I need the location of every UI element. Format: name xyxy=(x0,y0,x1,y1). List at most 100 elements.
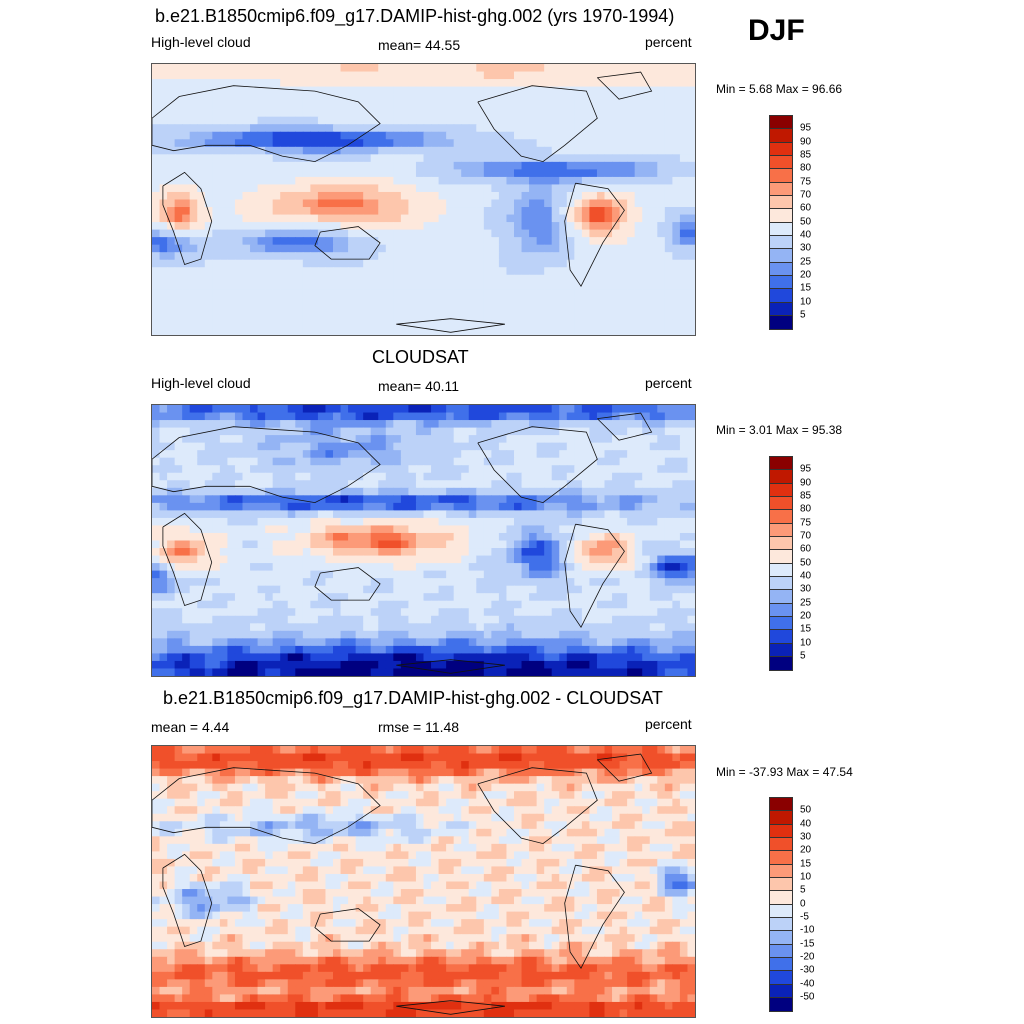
field-cell xyxy=(687,457,695,466)
field-cell xyxy=(672,420,681,429)
panel-1-title: b.e21.B1850cmip6.f09_g17.DAMIP-hist-ghg.… xyxy=(155,6,675,26)
field-cell xyxy=(529,229,538,238)
field-cell xyxy=(219,502,229,511)
field-cell xyxy=(476,563,485,572)
field-cell xyxy=(566,274,575,283)
field-cell xyxy=(287,600,296,609)
field-cell xyxy=(589,600,598,609)
field-cell xyxy=(340,465,349,474)
field-cell xyxy=(476,199,485,208)
panel-2-contour-field xyxy=(152,405,695,676)
field-cell xyxy=(498,540,508,549)
field-cell xyxy=(604,259,613,268)
field-cell xyxy=(340,131,349,140)
field-cell xyxy=(408,405,417,414)
field-cell xyxy=(574,146,583,155)
field-cell xyxy=(453,109,462,118)
field-cell xyxy=(265,327,274,335)
field-cell xyxy=(265,645,274,655)
field-cell xyxy=(280,259,289,268)
field-cell xyxy=(529,297,538,306)
field-cell xyxy=(408,517,417,527)
field-cell xyxy=(687,214,695,223)
field-cell xyxy=(348,525,357,534)
field-cell xyxy=(348,435,357,444)
field-cell xyxy=(219,154,229,163)
field-cell xyxy=(664,457,673,466)
field-cell xyxy=(634,146,643,155)
field-cell xyxy=(400,327,410,335)
field-cell xyxy=(634,502,643,511)
field-cell xyxy=(257,86,266,95)
field-cell xyxy=(491,259,500,268)
field-cell xyxy=(642,615,651,624)
field-cell xyxy=(393,465,402,474)
field-cell xyxy=(408,124,417,133)
field-cell xyxy=(280,282,289,291)
field-cell xyxy=(431,229,440,238)
field-cell xyxy=(498,630,508,639)
field-cell xyxy=(446,585,455,594)
field-cell xyxy=(634,116,643,125)
field-cell xyxy=(612,154,621,163)
field-cell xyxy=(189,274,198,283)
field-cell xyxy=(348,312,357,321)
field-cell xyxy=(400,101,410,110)
field-cell xyxy=(619,555,628,564)
field-cell xyxy=(649,615,658,624)
field-cell xyxy=(212,608,221,617)
field-cell xyxy=(521,222,530,231)
field-cell xyxy=(385,465,394,474)
field-cell xyxy=(348,563,357,572)
field-cell xyxy=(408,191,417,201)
field-cell xyxy=(370,585,379,594)
field-cell xyxy=(438,79,447,88)
field-cell xyxy=(378,420,387,429)
field-cell xyxy=(257,116,266,125)
field-cell xyxy=(423,154,432,163)
field-cell xyxy=(431,487,440,496)
field-cell xyxy=(483,327,492,335)
field-cell xyxy=(468,161,477,170)
field-cell xyxy=(453,64,462,73)
field-cell xyxy=(483,207,492,216)
field-cell xyxy=(325,487,334,496)
field-cell xyxy=(559,207,568,216)
field-cell xyxy=(672,259,681,268)
field-cell xyxy=(333,304,342,314)
field-cell xyxy=(174,282,183,291)
field-cell xyxy=(257,131,266,140)
field-cell xyxy=(476,176,485,186)
field-cell xyxy=(521,532,530,542)
field-cell xyxy=(302,645,311,655)
field-cell xyxy=(393,578,402,587)
field-cell xyxy=(310,517,319,527)
field-cell xyxy=(152,472,161,481)
field-cell xyxy=(521,64,530,73)
field-cell xyxy=(378,502,387,511)
field-cell xyxy=(521,297,530,306)
field-cell xyxy=(393,289,402,298)
field-cell xyxy=(317,472,327,481)
field-cell xyxy=(491,427,500,436)
field-cell xyxy=(521,207,530,216)
field-cell xyxy=(355,252,364,261)
field-cell xyxy=(514,222,523,231)
field-cell xyxy=(355,540,364,549)
field-cell xyxy=(167,450,176,459)
field-cell xyxy=(302,319,311,329)
field-cell xyxy=(340,259,349,268)
field-cell xyxy=(378,540,387,549)
field-cell xyxy=(498,412,508,421)
field-cell xyxy=(657,450,666,459)
field-cell xyxy=(514,487,523,496)
field-cell xyxy=(506,94,515,103)
field-cell xyxy=(234,199,244,208)
field-cell xyxy=(446,450,455,459)
field-cell xyxy=(604,472,613,481)
field-cell xyxy=(566,548,575,557)
field-cell xyxy=(272,79,281,88)
field-cell xyxy=(514,420,523,429)
field-cell xyxy=(431,169,440,178)
field-cell xyxy=(536,480,545,489)
